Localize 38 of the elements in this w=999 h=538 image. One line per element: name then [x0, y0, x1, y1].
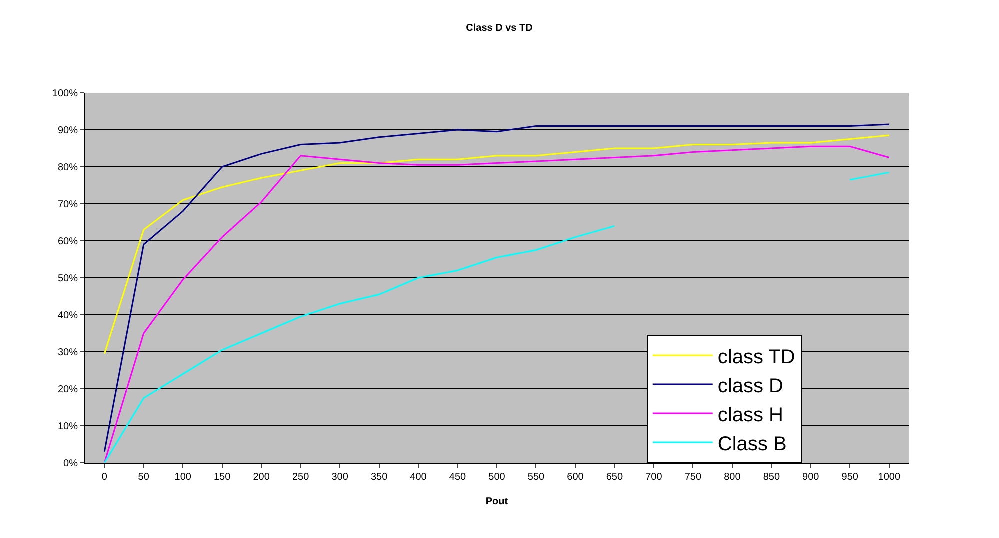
x-tick-label: 250: [292, 472, 310, 483]
x-tick-label: 50: [138, 472, 150, 483]
x-tick-label: 200: [253, 472, 270, 483]
y-tick-label: 100%: [52, 88, 78, 100]
x-tick-label: 650: [606, 472, 624, 483]
y-tick-label: 20%: [58, 384, 78, 396]
x-tick-label: 850: [763, 472, 780, 483]
y-tick-label: 40%: [58, 310, 78, 322]
y-tick-label: 80%: [58, 162, 78, 174]
x-tick-label: 500: [488, 472, 506, 483]
legend-label: class H: [718, 404, 784, 426]
x-tick-label: 400: [410, 472, 428, 483]
x-axis-title: Pout: [486, 496, 509, 508]
legend-label: class TD: [718, 346, 796, 368]
y-tick-label: 60%: [58, 236, 78, 248]
x-tick-label: 900: [802, 472, 820, 483]
x-tick-label: 300: [332, 472, 349, 483]
x-tick-label: 700: [646, 472, 663, 483]
x-tick-label: 150: [214, 472, 232, 483]
x-tick-label: 950: [842, 472, 859, 483]
y-tick-label: 50%: [58, 274, 78, 284]
x-tick-label: 1000: [878, 472, 901, 483]
x-tick-label: 450: [449, 472, 467, 483]
x-tick-label: 350: [370, 472, 388, 483]
x-tick-label: 750: [684, 472, 702, 483]
x-tick-label: 800: [724, 472, 742, 483]
y-tick-label: 10%: [58, 422, 78, 432]
y-tick-label: 0%: [64, 458, 78, 470]
y-tick-label: 30%: [58, 348, 78, 358]
x-tick-label: 100: [174, 472, 192, 483]
legend-label: Class B: [718, 433, 787, 456]
y-tick-label: 70%: [58, 200, 78, 210]
chart-title: Class D vs TD: [466, 23, 533, 34]
x-tick-label: 0: [102, 472, 108, 483]
y-tick-label: 90%: [58, 126, 78, 136]
x-tick-label: 600: [567, 472, 584, 483]
legend-label: class D: [718, 375, 784, 398]
x-tick-label: 550: [528, 472, 546, 483]
